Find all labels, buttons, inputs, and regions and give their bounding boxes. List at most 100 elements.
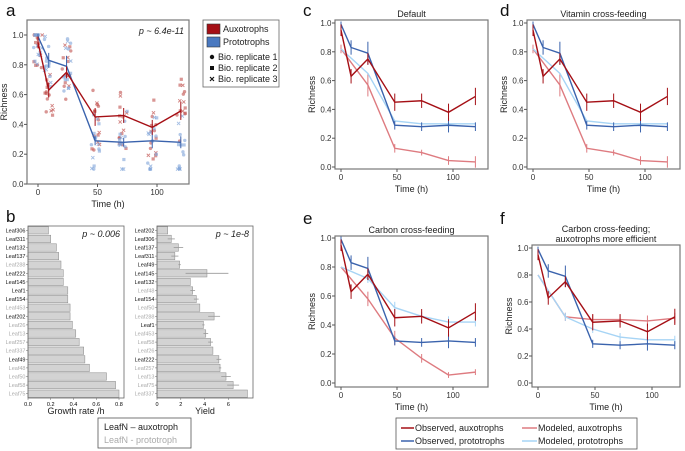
legend-mod-aux: Modeled, auxotrophs xyxy=(538,423,623,433)
bar xyxy=(156,295,197,304)
category-label: Leaf26 xyxy=(138,349,155,355)
chart-c: 0.0 0.2 0.4 0.6 0.8 1.0 0 50 100 Time (h) Richness… xyxy=(307,9,489,194)
x-axis-label: Growth rate /h xyxy=(47,406,104,416)
y-tick-label: 0.4 xyxy=(12,120,24,129)
chart-title: Carbon cross-feeding; xyxy=(562,224,651,234)
category-label: Leaf75 xyxy=(9,392,26,398)
scatter-point xyxy=(62,84,66,89)
category-label: Leaf50 xyxy=(138,306,155,312)
scatter-point xyxy=(96,133,100,137)
y-tick-label: 0.0 xyxy=(320,379,332,388)
scatter-point xyxy=(62,89,66,93)
scatter-point xyxy=(68,41,73,45)
bar xyxy=(156,355,220,364)
category-label: Leaf257 xyxy=(6,340,26,346)
y-tick-label: 1.0 xyxy=(12,31,24,40)
scatter-point xyxy=(63,74,67,78)
bar xyxy=(27,260,62,269)
x-tick-label: 100 xyxy=(645,391,659,400)
bar xyxy=(27,243,57,252)
legend-prototroph: LeafN - prototroph xyxy=(104,435,177,445)
scatter-point xyxy=(63,43,67,48)
series-line-mod_proto xyxy=(340,48,476,125)
y-tick-label: 0.0 xyxy=(517,379,529,388)
category-label: Leaf13 xyxy=(9,332,26,338)
scatter-point xyxy=(146,161,150,165)
scatter-point xyxy=(118,90,123,95)
legend-a: Auxotrophs Prototrophs Bio. replicate 1 … xyxy=(202,19,280,88)
scatter-point xyxy=(65,37,70,41)
panel-label-a: a xyxy=(6,1,16,20)
panel-label-d: d xyxy=(500,1,509,20)
chart-d: 0.0 0.2 0.4 0.6 0.8 1.0 0 50 100 Time (h) Richness… xyxy=(499,9,681,194)
category-label: Leaf1 xyxy=(141,323,155,329)
chart-title: Vitamin cross-feeding xyxy=(560,9,646,19)
bar xyxy=(156,346,214,355)
scatter-point xyxy=(152,115,157,120)
category-label: Leaf145 xyxy=(135,271,155,277)
y-tick-label: 0.8 xyxy=(12,61,24,70)
category-label: Leaf48 xyxy=(9,366,26,372)
y-tick-label: 1.0 xyxy=(320,19,332,28)
scatter-point xyxy=(118,120,123,124)
y-tick-label: 1.0 xyxy=(320,234,332,243)
category-label: Leaf50 xyxy=(9,375,26,381)
category-label: Leaf48 xyxy=(138,289,155,295)
y-tick-label: 0.4 xyxy=(320,105,332,114)
legend-rep1: Bio. replicate 1 xyxy=(218,52,278,62)
y-tick-label: 0.6 xyxy=(12,91,24,100)
plot-frame xyxy=(334,19,489,170)
y-tick-label: 0.2 xyxy=(517,352,529,361)
scatter-point xyxy=(95,117,100,121)
y-axis-label: Richness xyxy=(499,75,509,113)
scatter-point xyxy=(183,111,187,115)
scatter-point xyxy=(181,150,185,154)
category-label: Leaf453 xyxy=(6,306,26,312)
category-label: Leaf337 xyxy=(135,392,155,398)
x-tick-label: 50 xyxy=(393,173,402,182)
plot-frame xyxy=(26,19,190,185)
bar xyxy=(27,381,116,390)
category-label: Leaf137 xyxy=(135,246,155,252)
y-tick-label: 0.2 xyxy=(320,350,332,359)
scatter-point xyxy=(178,132,182,137)
scatter-point xyxy=(148,146,153,151)
y-tick-label: 0.6 xyxy=(320,292,332,301)
scatter-point xyxy=(123,134,127,139)
category-label: Leaf453 xyxy=(135,332,155,338)
scatter-point xyxy=(43,91,47,95)
scatter-point xyxy=(181,153,186,157)
scatter-point xyxy=(63,81,67,85)
category-label: Leaf154 xyxy=(6,297,26,303)
x-axis-label: Time (h) xyxy=(589,402,622,412)
scatter-point xyxy=(36,33,41,37)
y-axis-label: Richness xyxy=(307,75,317,113)
scatter-point xyxy=(40,33,45,37)
bar xyxy=(27,320,73,329)
scatter-point xyxy=(35,35,39,39)
bar xyxy=(156,286,193,295)
chart-title: Carbon cross-feeding xyxy=(368,225,454,235)
category-label: Leaf257 xyxy=(135,366,155,372)
category-label: Leaf222 xyxy=(6,271,26,277)
bar xyxy=(27,338,80,347)
chart-e: 0.0 0.2 0.4 0.6 0.8 1.0 0 50 100 Time (h) Richness… xyxy=(307,225,489,412)
series-line-mod_aux xyxy=(537,274,675,322)
x-tick-label: 50 xyxy=(591,391,600,400)
panel-label-f: f xyxy=(500,209,505,228)
scatter-point xyxy=(64,97,68,101)
scatter-point xyxy=(66,59,70,64)
scatter-point xyxy=(43,34,48,39)
scatter-point xyxy=(146,153,151,158)
category-label: Leaf202 xyxy=(6,314,26,320)
scatter-point xyxy=(183,106,187,110)
scatter-point xyxy=(90,155,95,160)
legend-rep2: Bio. replicate 2 xyxy=(218,63,278,73)
scatter-point xyxy=(34,40,38,45)
category-label: Leaf288 xyxy=(6,263,26,269)
scatter-point xyxy=(94,101,99,105)
scatter-point xyxy=(148,164,153,169)
scatter-point xyxy=(51,107,55,112)
scatter-point xyxy=(118,137,122,142)
